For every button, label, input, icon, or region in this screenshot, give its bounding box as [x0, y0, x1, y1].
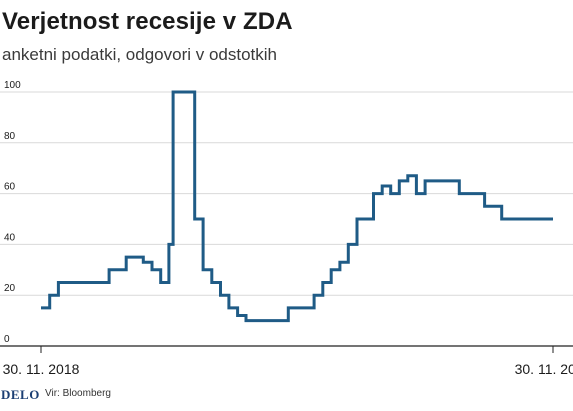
series-layer	[41, 90, 553, 323]
y-tick-label-80: 80	[4, 131, 16, 142]
chart-title: Verjetnost recesije v ZDA	[2, 8, 293, 35]
y-tick-label-20: 20	[4, 283, 16, 294]
chart-subtitle: anketni podatki, odgovori v odstotkih	[2, 45, 278, 64]
y-tick-label-60: 60	[4, 182, 16, 193]
x-tick-label-2023-11-30: 30. 11. 2023	[515, 361, 573, 377]
series-line-0	[41, 90, 553, 323]
source-note: Vir: Bloomberg	[45, 388, 111, 399]
delo-logo: DELO	[1, 387, 40, 402]
y-tick-label-100: 100	[4, 80, 21, 91]
y-tick-label-0: 0	[4, 334, 10, 345]
x-tick-label-2018-11-30: 30. 11. 2018	[3, 361, 80, 377]
tick-labels: 0 20 40 60 80 100 30. 11. 2018 30. 11. 2023	[3, 80, 573, 377]
footer: DELO Vir: Bloomberg	[0, 387, 573, 411]
gridlines	[0, 91, 573, 296]
axes	[0, 345, 573, 353]
y-tick-label-40: 40	[4, 232, 16, 243]
